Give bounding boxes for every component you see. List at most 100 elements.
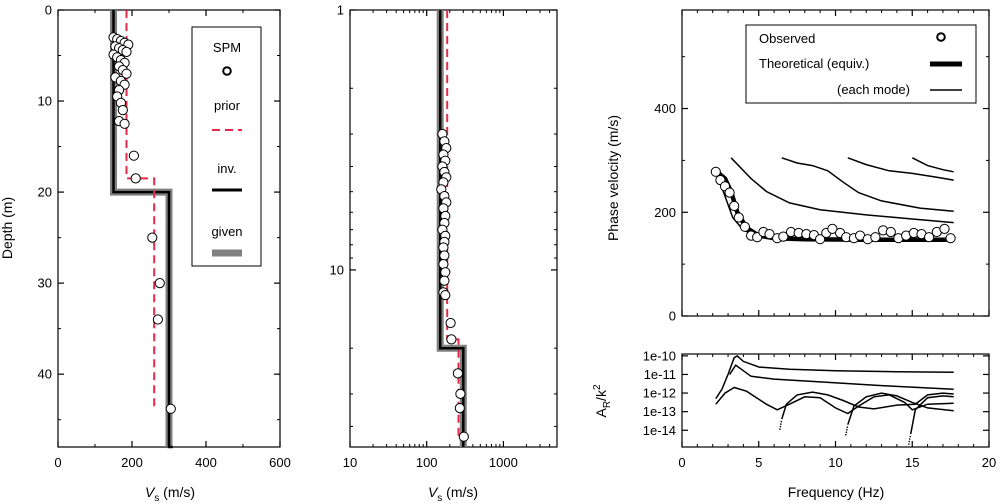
data-point: [739, 221, 751, 232]
y-tick-label: 1: [337, 3, 344, 18]
series-line-mode1: [728, 364, 954, 391]
data-point: [445, 317, 456, 329]
x-axis-label-sub: s: [154, 493, 159, 503]
legend-marker-spm: [222, 66, 232, 76]
legend-label-theoretical: Theoretical (equiv.): [759, 56, 869, 71]
series-line-mode5: [909, 395, 954, 435]
data-point: [939, 223, 950, 234]
x-axis-label-unit: (m/s): [442, 484, 478, 500]
x-tick-label: 20: [982, 455, 996, 470]
x-tick-label: 200: [121, 455, 143, 470]
series-line-inv: [112, 10, 173, 449]
plot-frame: [681, 353, 990, 448]
legend-label-mode: (each mode): [837, 82, 910, 97]
onset-dot: [908, 443, 910, 445]
axes: 10 100 1000 1 10: [330, 3, 558, 470]
y-axis-label: Depth (m): [0, 197, 15, 259]
data-point: [815, 234, 826, 245]
y-tick-label: 10: [330, 262, 344, 277]
data-point: [117, 105, 128, 116]
panel-amplitude: 0 5 10 15 20 1e-10 1e-11 1e-12 1e-13 1e-14 Freque…: [592, 348, 996, 500]
y-tick-label: 0: [45, 3, 52, 18]
data-point: [778, 231, 789, 242]
data-point: [729, 200, 740, 212]
x-tick-label: 15: [905, 455, 919, 470]
series-line-mode3: [847, 157, 954, 181]
data-point: [458, 431, 469, 442]
data-point: [454, 403, 465, 414]
data-point: [945, 233, 956, 244]
data-point: [446, 334, 457, 345]
x-axis-label-unit: (m/s): [159, 484, 195, 500]
legend: Observed Theoretical (equiv.) (each mode…: [745, 24, 977, 104]
onset-dot: [779, 428, 781, 430]
series-line-mode0: [715, 354, 954, 400]
series-line-mode3: [781, 391, 954, 420]
y-tick-label: 400: [654, 101, 676, 116]
x-axis-label-sub: s: [437, 493, 442, 503]
data-point: [440, 267, 451, 278]
legend-label-prior: prior: [214, 98, 241, 113]
data-point: [764, 229, 775, 240]
data-point: [870, 232, 881, 243]
y-tick-label: 1e-13: [643, 404, 676, 419]
x-axis-label: Vs (m/s): [428, 484, 478, 503]
plot-area: [436, 10, 469, 447]
onset-dot: [909, 435, 912, 438]
data-point: [439, 250, 450, 261]
y-tick-label: 1e-10: [643, 348, 676, 363]
data-point: [885, 226, 896, 238]
y-axis-label-rest: /k: [593, 389, 609, 401]
data-point: [165, 403, 176, 414]
y-axis-label-sup: 2: [592, 384, 603, 390]
legend-label-inv: inv.: [217, 161, 236, 176]
series-line-prior: [125, 10, 156, 411]
x-tick-label: 100: [416, 455, 438, 470]
y-tick-label: 0: [669, 309, 676, 324]
x-axis-label: Vs (m/s): [145, 484, 195, 503]
y-tick-label: 30: [38, 276, 52, 291]
onset-dot: [846, 428, 848, 431]
onset-dot: [780, 420, 783, 423]
data-point: [147, 232, 158, 243]
series-line-mode2: [781, 157, 954, 212]
onset-dot: [779, 425, 782, 428]
y-tick-label: 20: [38, 185, 52, 200]
panel-linear-profile: 0 200 400 600 0 10 20 30 40 Depth (m) Vs (m/s) S…: [0, 3, 291, 503]
data-point: [119, 118, 130, 129]
panel-log-profile: 10 100 1000 1 10 Vs (m/s): [330, 3, 558, 503]
x-tick-label: 600: [269, 455, 291, 470]
data-point: [724, 187, 735, 198]
x-axis-label-main: V: [428, 484, 439, 500]
series-line-mode1: [730, 157, 954, 224]
data-point: [455, 388, 466, 399]
plot-area: [108, 10, 176, 449]
y-axis-label: AR/k2: [592, 384, 613, 417]
legend-label-observed: Observed: [759, 31, 815, 46]
data-point: [452, 368, 463, 379]
y-axis-label-sub: R: [602, 401, 613, 408]
y-tick-label: 1e-11: [644, 367, 676, 382]
y-axis-label-main: A: [593, 408, 609, 418]
onset-dot: [780, 423, 782, 425]
panel-dispersion: 0 200 400 Phase velocity (m/s) Observed Th…: [605, 9, 990, 324]
y-tick-label: 40: [38, 367, 52, 382]
data-point: [439, 275, 450, 286]
x-axis-label: Frequency (Hz): [788, 484, 884, 500]
data-point: [121, 46, 132, 58]
axes: 0 5 10 15 20 1e-10 1e-11 1e-12 1e-13 1e-14: [643, 348, 996, 470]
plot-area: [715, 354, 954, 445]
x-tick-label: 10: [343, 455, 357, 470]
data-point: [733, 212, 744, 223]
data-point: [924, 232, 935, 243]
data-point: [154, 278, 165, 289]
y-tick-label: 10: [38, 94, 52, 109]
x-tick-label: 0: [678, 455, 685, 470]
x-tick-label: 1000: [489, 455, 518, 470]
onset-dot: [845, 433, 847, 436]
data-point: [152, 314, 163, 325]
axes: 0 200 400: [654, 10, 990, 324]
legend-label-spm: SPM: [213, 40, 241, 55]
plot-frame: [349, 9, 558, 448]
